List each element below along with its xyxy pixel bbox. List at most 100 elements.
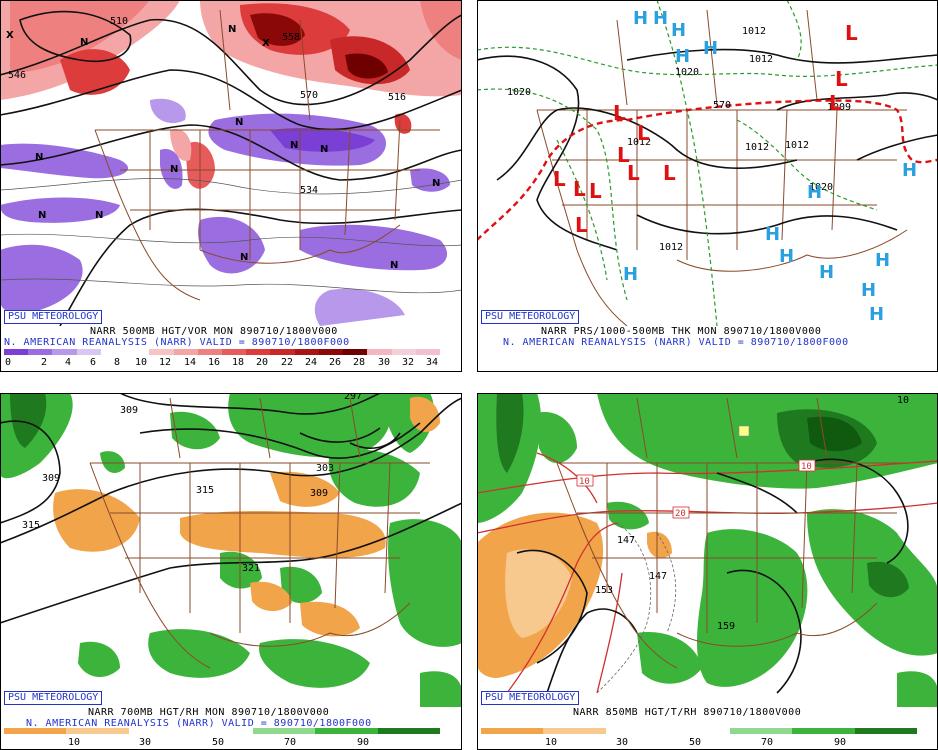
tick-label: 70 xyxy=(760,737,774,748)
svg-text:H: H xyxy=(671,20,686,41)
svg-text:1012: 1012 xyxy=(742,26,766,37)
svg-text:558: 558 xyxy=(282,32,300,43)
svg-text:570: 570 xyxy=(713,100,731,111)
svg-text:N: N xyxy=(235,117,243,128)
psu-meteorology-label: PSU METEOROLOGY xyxy=(481,310,580,324)
svg-text:L: L xyxy=(835,67,848,91)
tick-label: 30 xyxy=(377,357,391,368)
svg-text:H: H xyxy=(819,262,834,283)
cb-6 xyxy=(854,728,917,734)
svg-text:147: 147 xyxy=(617,535,635,546)
panel-title: NARR 850MB HGT/T/RH 890710/1800V000 xyxy=(573,707,802,718)
cb-17 xyxy=(415,349,440,355)
svg-text:H: H xyxy=(623,264,638,285)
svg-text:1020: 1020 xyxy=(675,67,699,78)
svg-text:H: H xyxy=(703,38,718,59)
svg-text:N: N xyxy=(80,37,88,48)
svg-text:L: L xyxy=(573,177,586,201)
vorticity-map[interactable]: 510 558 570 534 546 516 X X N N N N N N N N N N N N xyxy=(0,0,462,326)
cb-2 xyxy=(52,349,77,355)
tick-label: 18 xyxy=(231,357,245,368)
svg-text:L: L xyxy=(637,121,650,145)
pressure-map[interactable]: 1012 1012 1020 1020 1012 1012 1012 1020 1012 5… xyxy=(477,0,938,326)
cb-1 xyxy=(66,728,129,734)
svg-text:L: L xyxy=(845,21,858,45)
tick-label: 50 xyxy=(688,737,702,748)
vorticity-colorbar xyxy=(4,349,440,355)
svg-text:309: 309 xyxy=(120,405,138,416)
tick-label: 16 xyxy=(207,357,221,368)
cb-1 xyxy=(28,349,53,355)
svg-text:1012: 1012 xyxy=(785,140,809,151)
cb-10 xyxy=(246,349,271,355)
cb-5 xyxy=(315,728,378,734)
svg-text:303: 303 xyxy=(316,463,334,474)
svg-text:H: H xyxy=(653,8,668,29)
cb-5 xyxy=(792,728,855,734)
svg-text:N: N xyxy=(290,140,298,151)
svg-text:N: N xyxy=(35,152,43,163)
svg-text:147: 147 xyxy=(649,571,667,582)
rh700-colorbar-labels: 10 30 50 70 90 xyxy=(4,737,440,749)
svg-text:N: N xyxy=(320,144,328,155)
svg-text:H: H xyxy=(633,8,648,29)
panel-subtitle: N. AMERICAN REANALYSIS (NARR) VALID = 89… xyxy=(26,718,372,729)
cb-15 xyxy=(367,349,392,355)
cb-16 xyxy=(391,349,416,355)
psu-meteorology-label: PSU METEOROLOGY xyxy=(481,691,580,705)
rh700-map[interactable]: 309 315 315 303 309 321 309 297 xyxy=(0,393,462,707)
svg-text:L: L xyxy=(627,161,640,185)
svg-text:10: 10 xyxy=(801,462,812,472)
svg-text:L: L xyxy=(829,91,842,115)
svg-text:309: 309 xyxy=(42,473,60,484)
tick-label: 10 xyxy=(67,737,81,748)
panel-title: NARR 700MB HGT/RH MON 890710/1800V000 xyxy=(88,707,330,718)
tick-label: 6 xyxy=(89,357,97,368)
svg-text:N: N xyxy=(170,164,178,175)
svg-text:1009: 1009 xyxy=(827,102,851,113)
tick-label: 10 xyxy=(134,357,148,368)
tick-label: 22 xyxy=(280,357,294,368)
cb-7 xyxy=(173,349,198,355)
panel-pressure-thickness: 1012 1012 1020 1020 1012 1012 1012 1020 1012 5… xyxy=(477,0,938,372)
tick-label: 14 xyxy=(183,357,197,368)
svg-text:X: X xyxy=(6,30,14,41)
svg-text:N: N xyxy=(390,260,398,271)
svg-text:H: H xyxy=(875,250,890,271)
panel-title: NARR PRS/1000-500MB THK MON 890710/1800V… xyxy=(541,326,822,337)
svg-text:315: 315 xyxy=(196,485,214,496)
tick-label: 90 xyxy=(356,737,370,748)
rh850-map[interactable]: 10 10 20 147 147 153 159 10 xyxy=(477,393,938,707)
svg-text:1012: 1012 xyxy=(745,142,769,153)
panel-850mb-rh: 10 10 20 147 147 153 159 10 PSU METEOROLOG… xyxy=(477,393,938,750)
tick-label: 0 xyxy=(4,357,12,368)
svg-text:1012: 1012 xyxy=(749,54,773,65)
cb-13 xyxy=(318,349,344,355)
tick-label: 28 xyxy=(352,357,366,368)
vorticity-colorbar-labels: 0 2 4 6 8 10 12 14 16 18 20 22 24 26 28 … xyxy=(4,357,440,369)
cb-4 xyxy=(730,728,793,734)
cb-14 xyxy=(343,349,368,355)
rh850-colorbar-labels: 10 30 50 70 90 xyxy=(481,737,917,749)
panel-700mb-rh: 309 315 315 303 309 321 309 297 PSU METEOROLO… xyxy=(0,393,462,750)
svg-text:H: H xyxy=(869,304,884,325)
svg-text:L: L xyxy=(553,167,566,191)
tick-label: 20 xyxy=(255,357,269,368)
svg-text:570: 570 xyxy=(300,90,318,101)
cb-0 xyxy=(4,728,67,734)
cb-3 xyxy=(667,728,731,734)
svg-text:L: L xyxy=(613,101,626,125)
svg-text:546: 546 xyxy=(8,70,26,81)
tick-label: 70 xyxy=(283,737,297,748)
cb-3 xyxy=(76,349,101,355)
svg-text:N: N xyxy=(228,24,236,35)
tick-label: 24 xyxy=(304,357,318,368)
svg-text:X: X xyxy=(262,38,270,49)
svg-text:L: L xyxy=(617,143,630,167)
panel-subtitle: N. AMERICAN REANALYSIS (NARR) VALID = 89… xyxy=(503,337,849,348)
panel-subtitle: N. AMERICAN REANALYSIS (NARR) VALID = 89… xyxy=(4,337,350,348)
rh700-colorbar xyxy=(4,728,440,734)
cb-3 xyxy=(190,728,254,734)
svg-text:315: 315 xyxy=(22,520,40,531)
cb-8 xyxy=(197,349,222,355)
